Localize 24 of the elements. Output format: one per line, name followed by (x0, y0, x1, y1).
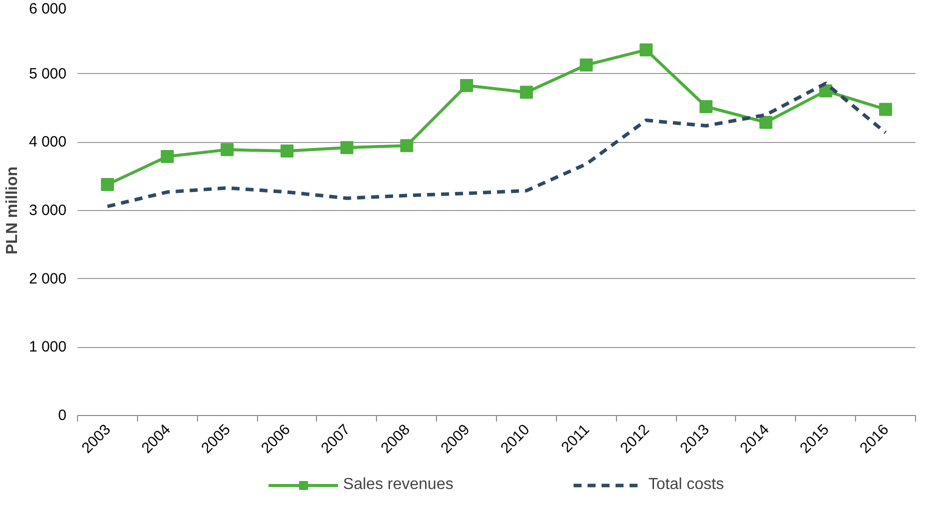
point (100, 178, 114, 192)
legend-label: Sales revenues (343, 476, 454, 494)
y-axis-title: PLN million (4, 166, 21, 254)
point (340, 141, 354, 154)
y-tick-label: 4 000 (28, 134, 67, 151)
point (400, 139, 414, 152)
point (160, 150, 174, 164)
y-tick-label: 2 000 (28, 270, 67, 288)
y-tick-label: 1 000 (28, 338, 67, 356)
y-tick-label: 5 000 (28, 65, 67, 82)
point (759, 116, 772, 129)
legend-label: Total costs (648, 476, 724, 494)
point (640, 43, 653, 56)
point (580, 58, 593, 72)
point (879, 102, 892, 116)
y-tick-label: 0 (58, 407, 66, 424)
point (520, 86, 533, 99)
point (460, 78, 474, 92)
point (220, 143, 234, 156)
point (280, 144, 294, 158)
point (700, 100, 712, 114)
line-series (106, 82, 888, 208)
y-tick-label: 3 000 (28, 202, 67, 219)
y-tick-label: 6 000 (28, 0, 67, 18)
